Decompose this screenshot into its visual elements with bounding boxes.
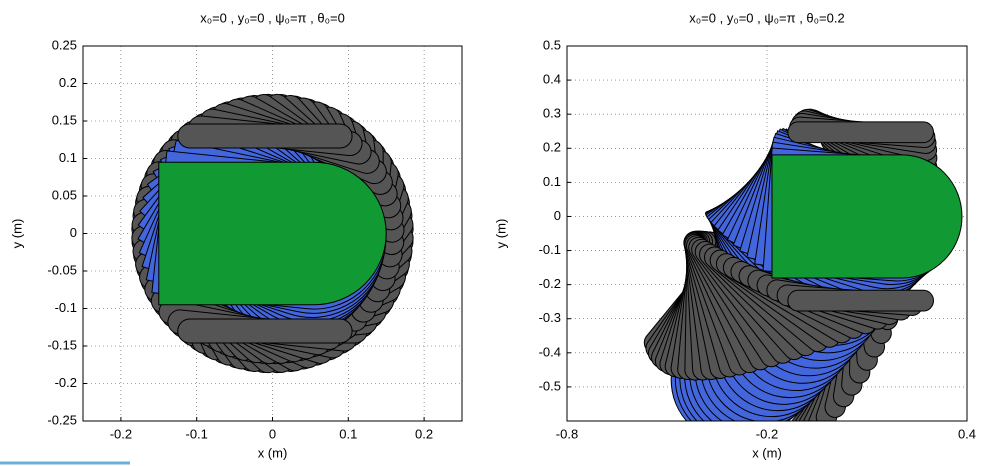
y-tick-label: -0.3 — [539, 310, 561, 325]
x-axis-label: x (m) — [258, 445, 288, 460]
y-tick-label: 0.15 — [52, 112, 77, 127]
y-tick-label: 0.3 — [543, 106, 561, 121]
robot-wheel — [178, 319, 352, 343]
x-axis-label: x (m) — [752, 445, 782, 460]
y-tick-label: 0.1 — [543, 174, 561, 189]
chart-title: x₀=0 , y₀=0 , ψ₀=π , θ₀=0 — [200, 10, 345, 25]
y-tick-label: -0.25 — [47, 412, 77, 427]
y-tick-label: 0.2 — [543, 140, 561, 155]
x-tick-label: -0.1 — [185, 426, 207, 441]
y-tick-label: 0.5 — [543, 37, 561, 52]
y-axis-label: y (m) — [9, 219, 24, 249]
axes-box — [566, 45, 968, 422]
x-tick-label: 0 — [269, 426, 276, 441]
y-tick-label: 0 — [554, 208, 561, 223]
y-tick-label: 0.25 — [52, 37, 77, 52]
robot-wheel — [788, 290, 934, 311]
chart-title: x₀=0 , y₀=0 , ψ₀=π , θ₀=0.2 — [689, 10, 844, 25]
robot — [159, 124, 386, 343]
robot-wheel — [788, 122, 934, 143]
y-tick-label: -0.4 — [539, 344, 561, 359]
x-tick-label: -0.2 — [756, 426, 778, 441]
x-tick-label: -0.2 — [110, 426, 132, 441]
x-tick-label: -0.8 — [556, 426, 578, 441]
y-tick-label: -0.15 — [47, 337, 77, 352]
y-tick-label: 0 — [70, 225, 77, 240]
y-tick-label: 0.1 — [59, 150, 77, 165]
y-tick-label: -0.2 — [539, 276, 561, 291]
y-axis-label: y (m) — [493, 219, 508, 249]
x-tick-label: 0.2 — [415, 426, 433, 441]
axes-box — [82, 45, 463, 422]
x-tick-label: 0.4 — [958, 426, 976, 441]
y-tick-label: -0.2 — [55, 375, 77, 390]
robot-wheel — [178, 124, 352, 148]
y-tick-label: 0.4 — [543, 72, 561, 87]
y-tick-label: -0.1 — [539, 242, 561, 257]
y-tick-label: -0.5 — [539, 378, 561, 393]
robot-body — [772, 155, 962, 278]
x-tick-label: 0.1 — [339, 426, 357, 441]
robot-body — [159, 162, 386, 305]
robot-sweep — [622, 99, 967, 421]
y-tick-label: 0.05 — [52, 187, 77, 202]
robot-sweep — [114, 77, 431, 391]
robot — [772, 122, 962, 311]
y-tick-label: 0.2 — [59, 75, 77, 90]
y-tick-label: -0.1 — [55, 300, 77, 315]
y-tick-label: -0.05 — [47, 262, 77, 277]
